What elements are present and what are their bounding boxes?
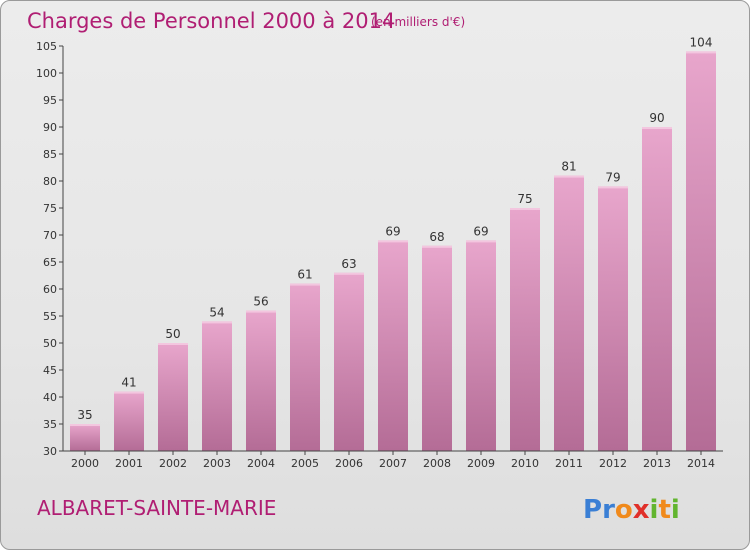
y-tick-label: 90: [43, 121, 57, 134]
x-tick-label: 2011: [555, 457, 583, 470]
y-tick-label: 95: [43, 94, 57, 107]
bar: [510, 208, 540, 451]
bar-highlight: [686, 51, 716, 54]
bar: [466, 240, 496, 451]
bar: [422, 245, 452, 451]
proxiti-logo: Proxiti: [583, 495, 680, 525]
y-tick-label: 80: [43, 175, 57, 188]
logo-letter: o: [615, 495, 633, 525]
y-tick-label: 30: [43, 445, 57, 458]
bar-highlight: [378, 240, 408, 243]
bar-value-label: 63: [341, 257, 356, 271]
x-tick-label: 2007: [379, 457, 407, 470]
bar: [334, 272, 364, 451]
bar-highlight: [70, 424, 100, 426]
bar: [114, 391, 144, 451]
bar-highlight: [466, 240, 496, 243]
bar: [554, 175, 584, 451]
chart-subtitle: (en milliers d'€): [371, 15, 465, 29]
bar-highlight: [422, 245, 452, 248]
y-tick-label: 50: [43, 337, 57, 350]
commune-name: ALBARET-SAINTE-MARIE: [37, 496, 276, 520]
bar-value-label: 69: [385, 224, 400, 238]
x-tick-label: 2008: [423, 457, 451, 470]
x-tick-label: 2001: [115, 457, 143, 470]
bar-value-label: 81: [561, 160, 576, 174]
y-tick-label: 60: [43, 283, 57, 296]
logo-letter: i: [671, 495, 680, 525]
y-tick-label: 45: [43, 364, 57, 377]
y-tick-label: 75: [43, 202, 57, 215]
y-tick-label: 55: [43, 310, 57, 323]
x-tick-label: 2004: [247, 457, 275, 470]
x-tick-label: 2010: [511, 457, 539, 470]
logo-letter: x: [633, 495, 650, 525]
bar-highlight: [290, 283, 320, 286]
bar: [686, 51, 716, 452]
bar-highlight: [598, 186, 628, 189]
bar-highlight: [334, 272, 364, 275]
bar-value-label: 69: [473, 224, 488, 238]
bar-value-label: 79: [605, 170, 620, 184]
bar: [202, 321, 232, 451]
x-tick-label: 2014: [687, 457, 715, 470]
x-tick-label: 2009: [467, 457, 495, 470]
y-axis: 30 35 40 45 50 55 60 65 70 75 80 85 90 95 100 105: [36, 40, 64, 458]
bar-highlight: [246, 310, 276, 313]
bar: [70, 424, 100, 451]
y-tick-label: 40: [43, 391, 57, 404]
bar: [642, 127, 672, 451]
logo-letter: P: [583, 495, 602, 525]
logo-letter: i: [650, 495, 659, 525]
bar-value-label: 75: [517, 192, 532, 206]
bar-value-label: 90: [649, 111, 664, 125]
bar-value-label: 50: [165, 327, 180, 341]
bar-highlight: [158, 343, 188, 345]
bar-highlight: [114, 391, 144, 394]
bars-group: 35 41 50 54 56 61 63 69 68 69 75 81 79 90 104: [70, 35, 716, 452]
logo-letter: r: [602, 495, 615, 525]
logo-letter: t: [658, 495, 670, 525]
x-tick-label: 2002: [159, 457, 187, 470]
bar-value-label: 61: [297, 268, 312, 282]
x-tick-label: 2006: [335, 457, 363, 470]
y-tick-label: 85: [43, 148, 57, 161]
bar: [246, 310, 276, 451]
bar-value-label: 54: [209, 305, 224, 319]
x-tick-label: 2013: [643, 457, 671, 470]
y-tick-label: 35: [43, 418, 57, 431]
bar-highlight: [642, 127, 672, 129]
chart-title: Charges de Personnel 2000 à 2014: [27, 9, 395, 33]
y-tick-label: 65: [43, 256, 57, 269]
x-tick-label: 2000: [71, 457, 99, 470]
bar: [158, 343, 188, 451]
x-tick-label: 2012: [599, 457, 627, 470]
y-tick-label: 70: [43, 229, 57, 242]
bar-value-label: 68: [429, 230, 444, 244]
bar-value-label: 35: [77, 408, 92, 422]
bar-highlight: [202, 321, 232, 324]
bar-highlight: [554, 175, 584, 178]
y-tick-label: 105: [36, 40, 57, 53]
x-tick-label: 2005: [291, 457, 319, 470]
bar-value-label: 104: [690, 35, 713, 49]
x-axis: 2000 2001 2002 2003 2004 2005 2006 2007 2008 2009…: [63, 450, 723, 470]
bar: [290, 283, 320, 451]
bar-highlight: [510, 208, 540, 210]
bar: [598, 186, 628, 451]
y-tick-label: 100: [36, 67, 57, 80]
bar: [378, 240, 408, 451]
bar-value-label: 41: [121, 376, 136, 390]
bar-value-label: 56: [253, 295, 268, 309]
x-tick-label: 2003: [203, 457, 231, 470]
